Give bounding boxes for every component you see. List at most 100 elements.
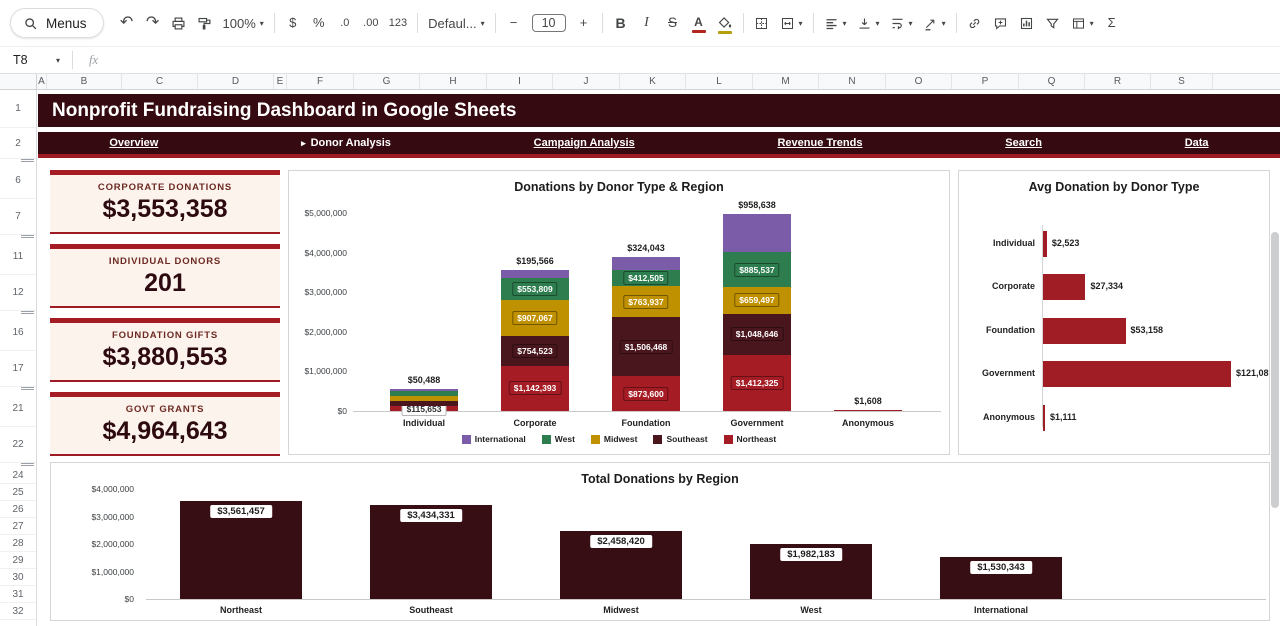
text-color-button[interactable]: A: [687, 10, 711, 36]
paint-format-button[interactable]: [193, 10, 217, 36]
decrease-decimals-button[interactable]: .0: [333, 10, 357, 36]
data-label: $659,497: [734, 293, 779, 307]
merge-cells-button[interactable]: ▾: [776, 10, 807, 36]
row-header-27[interactable]: 27: [0, 518, 36, 535]
nav-link-overview[interactable]: Overview: [109, 137, 158, 149]
column-header-Q[interactable]: Q: [1019, 74, 1085, 89]
formula-bar: T8 ▾ fx: [0, 46, 1280, 74]
functions-button[interactable]: Σ: [1100, 10, 1124, 36]
percent-format-button[interactable]: %: [307, 10, 331, 36]
nav-link-label: Campaign Analysis: [534, 137, 635, 149]
row-header-30[interactable]: 30: [0, 569, 36, 586]
chart-avg-donation-by-donor-type[interactable]: Avg Donation by Donor Type Individual$2,…: [958, 170, 1270, 455]
column-header-A[interactable]: A: [37, 74, 47, 89]
redo-button[interactable]: ↷: [141, 10, 165, 36]
column-header-P[interactable]: P: [952, 74, 1019, 89]
menus-button[interactable]: Menus: [10, 8, 104, 38]
column-header-J[interactable]: J: [553, 74, 620, 89]
kpi-label: FOUNDATION GIFTS: [50, 330, 280, 341]
font-family-button[interactable]: Defaul...▾: [424, 10, 488, 36]
row-header-12[interactable]: 12: [0, 275, 36, 311]
chart-total-donations-by-region[interactable]: Total Donations by Region $4,000,000$3,0…: [50, 462, 1270, 621]
row-header-31[interactable]: 31: [0, 586, 36, 603]
total-label: $958,638: [702, 200, 812, 210]
kpi-card-individual-donors[interactable]: INDIVIDUAL DONORS201: [50, 244, 280, 308]
y-axis-label: $0: [54, 594, 134, 604]
toolbar-separator: [813, 13, 814, 33]
row-header-25[interactable]: 25: [0, 484, 36, 501]
row-header-29[interactable]: 29: [0, 552, 36, 569]
column-header-M[interactable]: M: [753, 74, 819, 89]
name-box-dropdown-icon[interactable]: ▾: [56, 56, 60, 65]
data-label: $553,809: [512, 282, 557, 296]
nav-link-donor-analysis[interactable]: ▸Donor Analysis: [301, 137, 391, 149]
column-header-C[interactable]: C: [122, 74, 198, 89]
kpi-card-govt-grants[interactable]: GOVT GRANTS$4,964,643: [50, 392, 280, 456]
row-header-6[interactable]: 6: [0, 163, 36, 199]
nav-link-campaign-analysis[interactable]: Campaign Analysis: [534, 137, 635, 149]
column-header-H[interactable]: H: [420, 74, 487, 89]
decrease-font-size-button[interactable]: −: [502, 10, 526, 36]
column-header-S[interactable]: S: [1151, 74, 1213, 89]
nav-accent-stripe: [38, 154, 1280, 158]
row-header-1[interactable]: 1: [0, 90, 36, 128]
column-header-I[interactable]: I: [487, 74, 553, 89]
column-header-R[interactable]: R: [1085, 74, 1151, 89]
font-size-button[interactable]: 10: [528, 10, 570, 36]
row-header-2[interactable]: 2: [0, 128, 36, 159]
row-header-7[interactable]: 7: [0, 199, 36, 235]
column-header-G[interactable]: G: [354, 74, 420, 89]
insert-chart-button[interactable]: [1015, 10, 1039, 36]
kpi-card-foundation-gifts[interactable]: FOUNDATION GIFTS$3,880,553: [50, 318, 280, 382]
insert-link-button[interactable]: [963, 10, 987, 36]
row-header-32[interactable]: 32: [0, 603, 36, 620]
row-header-22[interactable]: 22: [0, 427, 36, 463]
zoom-button[interactable]: 100%▾: [219, 10, 268, 36]
strikethrough-button[interactable]: S: [661, 10, 685, 36]
nav-link-data[interactable]: Data: [1185, 137, 1209, 149]
row-header-17[interactable]: 17: [0, 351, 36, 387]
nav-link-revenue-trends[interactable]: Revenue Trends: [777, 137, 862, 149]
text-wrapping-button[interactable]: ▾: [886, 10, 917, 36]
increase-decimals-button[interactable]: .00: [359, 10, 383, 36]
print-button[interactable]: [167, 10, 191, 36]
create-filter-button[interactable]: [1041, 10, 1065, 36]
undo-button[interactable]: ↶: [115, 10, 139, 36]
column-header-N[interactable]: N: [819, 74, 886, 89]
row-header-26[interactable]: 26: [0, 501, 36, 518]
vertical-align-button[interactable]: ▾: [853, 10, 884, 36]
row-header-16[interactable]: 16: [0, 315, 36, 351]
text-rotation-button[interactable]: ▾: [919, 10, 950, 36]
column-header-B[interactable]: B: [47, 74, 122, 89]
row-header-24[interactable]: 24: [0, 467, 36, 484]
kpi-card-corporate-donations[interactable]: CORPORATE DONATIONS$3,553,358: [50, 170, 280, 234]
currency-format-button[interactable]: $: [281, 10, 305, 36]
bold-button[interactable]: B: [609, 10, 633, 36]
chart-donations-by-type-and-region[interactable]: Donations by Donor Type & Region $5,000,…: [288, 170, 950, 455]
toolbar-separator: [495, 13, 496, 33]
bar-segment-midwest: $907,067: [501, 300, 569, 336]
row-header-11[interactable]: 11: [0, 239, 36, 275]
table-views-button[interactable]: ▾: [1067, 10, 1098, 36]
fill-color-button[interactable]: [713, 10, 737, 36]
chart-title: Avg Donation by Donor Type: [959, 180, 1269, 194]
horizontal-align-button[interactable]: ▾: [820, 10, 851, 36]
italic-button[interactable]: I: [635, 10, 659, 36]
column-header-K[interactable]: K: [620, 74, 686, 89]
more-formats-button[interactable]: 123: [385, 10, 411, 36]
toolbar: Menus ↶↷ 100%▾ $%.0.00123 Defaul...▾−10+ BIS…: [0, 0, 1280, 46]
select-all-corner[interactable]: [0, 74, 37, 89]
borders-button[interactable]: [750, 10, 774, 36]
column-header-L[interactable]: L: [686, 74, 753, 89]
column-header-E[interactable]: E: [274, 74, 287, 89]
row-header-28[interactable]: 28: [0, 535, 36, 552]
insert-comment-button[interactable]: [989, 10, 1013, 36]
nav-link-search[interactable]: Search: [1005, 137, 1042, 149]
row-header-21[interactable]: 21: [0, 391, 36, 427]
increase-font-size-button[interactable]: +: [572, 10, 596, 36]
column-header-O[interactable]: O: [886, 74, 952, 89]
column-header-F[interactable]: F: [287, 74, 354, 89]
name-box[interactable]: T8 ▾: [0, 53, 66, 67]
column-header-D[interactable]: D: [198, 74, 274, 89]
vertical-scrollbar[interactable]: [1271, 232, 1279, 508]
